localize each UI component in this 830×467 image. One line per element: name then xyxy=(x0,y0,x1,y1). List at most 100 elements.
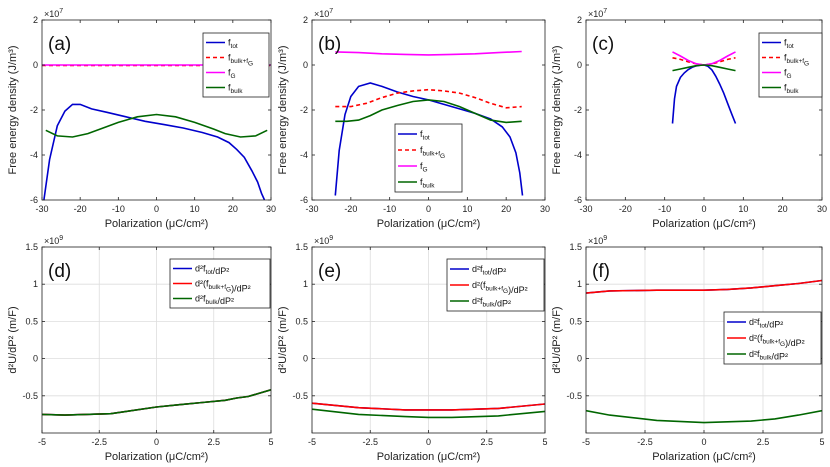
legend-box xyxy=(202,32,270,98)
series-line-1 xyxy=(672,57,736,66)
x-tick-label: 30 xyxy=(540,204,550,214)
x-tick-label: 10 xyxy=(738,204,748,214)
panel-label: (e) xyxy=(318,261,341,282)
x-tick-label: -30 xyxy=(35,204,48,214)
y-tick-label: 2 xyxy=(577,15,582,25)
x-tick-label: -30 xyxy=(579,204,592,214)
x-tick-label: -20 xyxy=(344,204,357,214)
legend-box xyxy=(758,32,823,98)
panel-e: -5 -2.5 0 2.5 5 -0.5 0 0.5 1 1.5 ×109 Polarization … xyxy=(277,235,548,463)
x-tick-label: -2.5 xyxy=(637,437,653,447)
x-tick-label: 2.5 xyxy=(480,437,493,447)
legend-entry: d²(fbulk+fG)/dP² xyxy=(472,280,528,295)
x-tick-label: -20 xyxy=(619,204,632,214)
y-tick-label: -2 xyxy=(30,105,38,115)
y-tick-label: -4 xyxy=(300,150,308,160)
x-tick-label: 10 xyxy=(462,204,472,214)
series-line-2 xyxy=(42,389,271,416)
x-tick-label: 2.5 xyxy=(757,437,770,447)
x-tick-label: -10 xyxy=(658,204,671,214)
legend-entry: ftot xyxy=(784,38,794,51)
axis-scale-factor: ×107 xyxy=(314,8,333,19)
series-line-1 xyxy=(312,402,545,411)
series-line-2 xyxy=(672,51,736,66)
series-line-3 xyxy=(45,113,268,138)
x-tick-label: 5 xyxy=(819,437,824,447)
y-tick-label: 0.5 xyxy=(25,316,38,326)
x-tick-label: -30 xyxy=(305,204,318,214)
panel-c: -30 -20 -10 0 10 20 30-6-4-202×107Polarization… xyxy=(551,8,827,230)
y-tick-label: -0.5 xyxy=(292,391,308,401)
legend-entry: ftot xyxy=(228,38,238,51)
legend-entry: fbulk xyxy=(784,83,799,96)
panel-label: (d) xyxy=(48,261,71,282)
legend-entry: d²fbulk/dP² xyxy=(749,349,788,362)
x-tick-label: -20 xyxy=(74,204,87,214)
series-line-2 xyxy=(335,50,522,56)
x-tick-label: -2.5 xyxy=(91,437,107,447)
y-tick-label: 1.5 xyxy=(25,242,38,252)
y-tick-label: 0 xyxy=(303,354,308,364)
x-tick-label: 0 xyxy=(426,437,431,447)
series-line-2 xyxy=(312,408,545,419)
legend-entry: d²fbulk/dP² xyxy=(195,294,234,307)
x-axis-label: Polarization (μC/cm²) xyxy=(652,451,756,463)
legend-entry: d²ftot/dP² xyxy=(749,317,783,330)
panel-a: -30 -20 -10 0 10 20 30-6-4-202×107Polarization… xyxy=(7,8,276,230)
x-tick-label: 5 xyxy=(542,437,547,447)
x-axis-label: Polarization (μC/cm²) xyxy=(105,451,209,463)
x-tick-label: -5 xyxy=(582,437,590,447)
y-tick-label: 2 xyxy=(33,15,38,25)
y-axis-label: d²U/dP² (m/F) xyxy=(277,306,289,373)
x-tick-label: -5 xyxy=(38,437,46,447)
y-axis-label: d²U/dP² (m/F) xyxy=(7,306,19,373)
series-line-0 xyxy=(43,103,266,200)
legend-entry: d²(fbulk+fG)/dP² xyxy=(195,279,251,294)
y-tick-label: -4 xyxy=(30,150,38,160)
x-tick-label: 20 xyxy=(228,204,238,214)
y-tick-label: 1.5 xyxy=(295,242,308,252)
x-tick-label: 20 xyxy=(778,204,788,214)
series-line-1 xyxy=(335,88,522,109)
y-tick-label: -0.5 xyxy=(22,391,38,401)
axis-scale-factor: ×107 xyxy=(44,8,63,19)
y-tick-label: 1 xyxy=(577,279,582,289)
y-axis-label: Free energy density (J/m³) xyxy=(7,46,19,175)
series-line-3 xyxy=(672,64,736,72)
legend-entry: d²(fbulk+fG)/dP² xyxy=(749,333,805,348)
x-axis-label: Polarization (μC/cm²) xyxy=(652,218,756,230)
x-tick-label: 20 xyxy=(501,204,511,214)
y-tick-label: 0 xyxy=(577,60,582,70)
y-axis-label: Free energy density (J/m³) xyxy=(277,46,289,175)
panel-label: (b) xyxy=(318,34,341,55)
y-tick-label: 0 xyxy=(577,354,582,364)
y-tick-label: 0 xyxy=(33,60,38,70)
y-tick-label: -0.5 xyxy=(566,391,582,401)
x-tick-label: 0 xyxy=(154,204,159,214)
panel-label: (f) xyxy=(592,261,610,282)
x-tick-label: 2.5 xyxy=(207,437,220,447)
x-tick-label: 30 xyxy=(266,204,276,214)
y-axis-label: Free energy density (J/m³) xyxy=(551,46,563,175)
legend-box xyxy=(394,123,463,193)
y-tick-label: 0.5 xyxy=(569,316,582,326)
x-tick-label: 30 xyxy=(817,204,827,214)
axis-scale-factor: ×109 xyxy=(314,235,333,246)
axis-scale-factor: ×107 xyxy=(588,8,607,19)
y-tick-label: 2 xyxy=(303,15,308,25)
y-tick-label: -2 xyxy=(300,105,308,115)
legend-entry: fG xyxy=(420,161,428,174)
legend-entry: d²ftot/dP² xyxy=(195,264,229,277)
x-axis-label: Polarization (μC/cm²) xyxy=(377,218,481,230)
series-line-2 xyxy=(586,409,822,424)
y-tick-label: -6 xyxy=(574,195,582,205)
legend-entry: d²ftot/dP² xyxy=(472,264,506,277)
x-tick-label: 0 xyxy=(426,204,431,214)
legend-entry: fbulk+fG xyxy=(420,145,445,160)
y-tick-label: -4 xyxy=(574,150,582,160)
panel-label: (a) xyxy=(48,34,71,55)
